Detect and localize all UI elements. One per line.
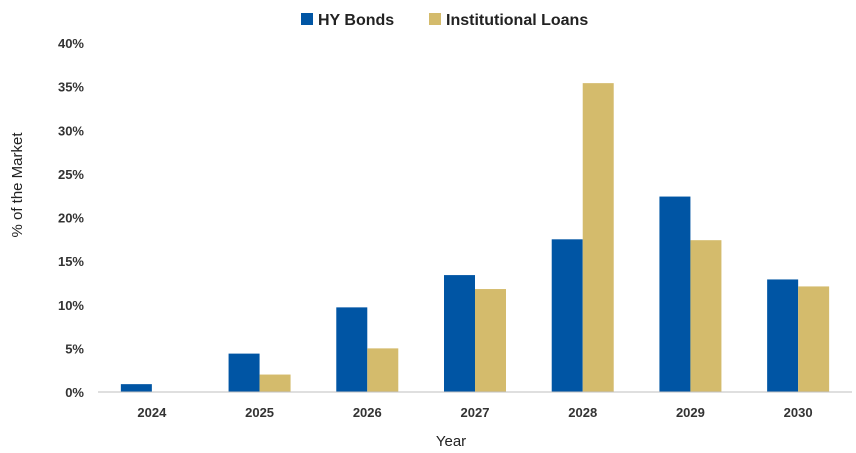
- x-tick-label: 2025: [245, 405, 274, 420]
- chart-legend: HY Bonds Institutional Loans: [301, 12, 588, 29]
- y-tick-label: 15%: [58, 254, 84, 269]
- x-tick-label: 2024: [137, 405, 167, 420]
- bar-institutional-loans-2028: [582, 83, 614, 392]
- y-tick-label: 35%: [58, 80, 84, 95]
- legend-label-institutional-loans: Institutional Loans: [446, 12, 588, 29]
- x-tick-label: 2029: [676, 405, 705, 420]
- x-tick-label: 2028: [568, 405, 597, 420]
- bar-hy-bonds-2030: [767, 279, 799, 392]
- x-axis-title: Year: [436, 433, 466, 450]
- y-axis-title: % of the Market: [9, 132, 26, 238]
- bar-hy-bonds-2026: [336, 307, 368, 392]
- bar-hy-bonds-2027: [444, 275, 475, 392]
- x-tick-label: 2026: [353, 405, 382, 420]
- bar-institutional-loans-2025: [259, 374, 291, 392]
- y-tick-label: 10%: [58, 298, 84, 313]
- legend-label-hy-bonds: HY Bonds: [318, 12, 394, 29]
- bars-group: [120, 83, 830, 392]
- y-tick-label: 25%: [58, 167, 84, 182]
- bar-institutional-loans-2030: [798, 286, 830, 392]
- bar-hy-bonds-2024: [120, 384, 152, 392]
- legend-swatch-institutional-loans: [429, 13, 441, 25]
- y-tick-label: 5%: [65, 341, 84, 356]
- bar-hy-bonds-2025: [228, 353, 260, 392]
- x-axis-ticks: 2024 2025 2026 2027 2028 2029 2030: [137, 405, 812, 420]
- bar-hy-bonds-2028: [551, 239, 583, 392]
- x-tick-label: 2030: [784, 405, 813, 420]
- x-tick-label: 2027: [461, 405, 490, 420]
- y-tick-label: 20%: [58, 211, 84, 226]
- y-tick-label: 30%: [58, 123, 84, 138]
- bar-institutional-loans-2027: [475, 289, 506, 392]
- bar-institutional-loans-2029: [690, 240, 722, 392]
- bar-hy-bonds-2029: [659, 196, 691, 392]
- y-tick-label: 0%: [65, 385, 84, 400]
- legend-swatch-hy-bonds: [301, 13, 313, 25]
- bar-institutional-loans-2026: [367, 348, 399, 392]
- y-tick-label: 40%: [58, 36, 84, 51]
- y-axis-ticks: 0% 5% 10% 15% 20% 25% 30% 35% 40%: [58, 36, 84, 400]
